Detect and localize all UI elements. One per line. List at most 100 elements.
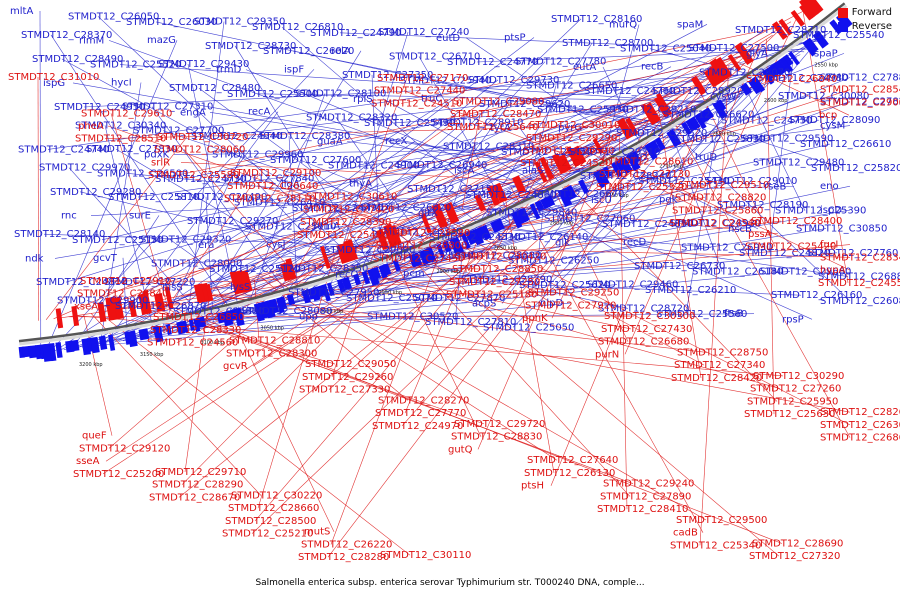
forward-gene-label: STMDT12_C28810 (229, 336, 320, 347)
forward-gene-label: STMDT12_C30010 (529, 120, 620, 131)
reverse-feature (108, 334, 115, 350)
forward-gene-label: STMDT12_C28270 (378, 395, 469, 406)
forward-gene-label: gcvR (223, 361, 248, 372)
forward-gene-label: gutQ (448, 444, 473, 455)
forward-gene-label: STMDT12_C28670 (149, 492, 240, 503)
forward-gene-label: STMDT12_C30720 (157, 132, 248, 143)
forward-gene-label: STMDT12_C28060 (154, 145, 245, 156)
forward-gene-label: STMDT12_C25950 (747, 396, 838, 407)
reverse-gene-label: recD (623, 237, 647, 248)
reverse-gene-label: STMDT12_C25070 (346, 293, 437, 304)
scale-tick-label: 2550 kbp (814, 63, 838, 69)
forward-gene-label: srlR (151, 157, 170, 168)
forward-gene-label: STMDT12_C27320 (749, 551, 840, 562)
reverse-gene-label: iscU (591, 195, 612, 206)
reverse-gene-label: truD (695, 152, 717, 163)
reverse-gene-label: STMDT12_C24790 (310, 28, 401, 39)
reverse-gene-label: eutA (573, 62, 596, 73)
forward-gene-label: STMDT12_C29100 (230, 168, 321, 179)
forward-gene-label: ppnK (522, 313, 548, 324)
reverse-gene-label: STMDT12_C24770 (447, 57, 538, 68)
reverse-gene-label: STMDT12_C25810 (108, 192, 199, 203)
forward-gene-label: STMDT12_C28290 (152, 480, 243, 491)
reverse-gene-label: cysW (710, 91, 737, 102)
forward-gene-label: STMDT12_C28540 (820, 85, 900, 96)
forward-gene-label: hypA (820, 265, 846, 276)
forward-gene-label: STMDT12_C24540 (669, 218, 760, 229)
legend-forward: Forward (838, 6, 892, 20)
forward-gene-label: ptsH (521, 481, 544, 492)
reverse-gene-label: STMDT12_C26180 (692, 267, 783, 278)
forward-gene-label: STMDT12_C30290 (753, 371, 844, 382)
reverse-gene-label: recX (385, 136, 408, 147)
reverse-gene-label: STMDT12_C25150 (72, 235, 163, 246)
forward-gene-label: STMDT12_C28280 (298, 552, 389, 563)
legend: Forward Reverse (838, 6, 892, 34)
reverse-gene-label: STMDT12_C24860 (465, 190, 556, 201)
reverse-gene-label: rpsP (782, 314, 804, 325)
reverse-swatch (838, 22, 848, 32)
forward-gene-label: STMDT12_C28400 (751, 216, 842, 227)
forward-gene-label: xni (156, 299, 171, 310)
forward-gene-label: STMDT12_C27640 (527, 455, 618, 466)
forward-gene-label: STMDT12_C28510 (75, 134, 166, 145)
forward-gene-label: STMDT12_C28850 (452, 264, 543, 275)
forward-gene-label: STMDT12_C24510 (371, 98, 462, 109)
forward-gene-label: STMDT12_C29240 (603, 479, 694, 490)
reverse-gene-label: glk (555, 237, 570, 248)
forward-gene-label: purN (595, 349, 619, 360)
reverse-gene-label: spaM (677, 19, 703, 30)
reverse-gene-label: STMDT12_C26030 (126, 17, 217, 28)
forward-gene-label: STMDT12_C28820 (675, 193, 766, 204)
reverse-gene-label: STMDT12_C26610 (800, 139, 891, 150)
forward-gene-label: STMDT12_C27440 (374, 86, 465, 97)
forward-gene-label: STMDT12_C27130 (599, 169, 690, 180)
reverse-feature (55, 342, 62, 358)
forward-gene-label: STMDT12_C28340 (820, 252, 900, 263)
reverse-gene-label: trmD (216, 65, 242, 76)
reverse-gene-label: ndk (25, 253, 44, 264)
reverse-gene-label: STMDT12_C25520 (90, 60, 181, 71)
reverse-gene-label: rimM (79, 35, 104, 46)
reverse-gene-label: iscA (454, 166, 474, 177)
forward-gene-label: STMDT12_C28750 (677, 347, 768, 358)
forward-gene-label: STMDT12_C27260 (750, 384, 841, 395)
forward-gene-label: STMDT12_C24560 (147, 338, 238, 349)
reverse-gene-label: murQ (609, 20, 637, 31)
forward-gene-label: STMDT12_C30300 (604, 311, 695, 322)
forward-gene-label: STMDT12_C27890 (600, 491, 691, 502)
reverse-gene-label: guaA (317, 136, 343, 147)
reverse-feature (127, 331, 137, 348)
reverse-gene-label: glyA (746, 49, 768, 60)
forward-gene-label: STMDT12_C28840 (77, 289, 168, 300)
forward-gene-label: STMDT12_C25200 (73, 469, 164, 480)
reverse-gene-label: hycI (111, 78, 132, 89)
forward-gene-label: STMDT12_C24970 (372, 421, 463, 432)
forward-gene-label: STMDT12_C28660 (228, 503, 319, 514)
forward-gene-label: STMDT12_C30610 (306, 192, 397, 203)
forward-gene-label: STMDT12_C28580 (379, 228, 470, 239)
reverse-gene-label: STMDT12_C25490 (364, 118, 455, 129)
forward-gene-label: STMDT12_C25460 (297, 230, 388, 241)
forward-gene-label: STMDT12_C27770 (375, 408, 466, 419)
reverse-feature (69, 340, 79, 352)
forward-gene-label: STMDT12_C28410 (597, 504, 688, 515)
forward-gene-label: STMDT12_C31010 (8, 72, 99, 83)
reverse-gene-label: lysS (230, 282, 250, 293)
forward-gene-label: STMDT12_C30220 (231, 490, 322, 501)
forward-gene-label: STMDT12_C25180 (446, 290, 537, 301)
forward-gene-label: STMDT12_C28610 (602, 156, 693, 167)
forward-gene-label: STMDT12_C27170 (377, 73, 468, 84)
forward-gene-label: STMDT12_C28830 (451, 432, 542, 443)
forward-gene-label: STMDT12_C28500 (225, 516, 316, 527)
forward-gene-label: STMDT12_C29120 (79, 443, 170, 454)
forward-gene-label: STMDT12_C25640 (447, 122, 538, 133)
forward-gene-label: STMDT12_C28690 (752, 538, 843, 549)
forward-gene-label: STMDT12_C25420 (745, 242, 836, 253)
reverse-gene-label: ptsP (504, 33, 526, 44)
forward-gene-label: STMDT12_C29510 (678, 180, 769, 191)
reverse-gene-label: cysM (820, 121, 845, 132)
forward-gene-label: STMDT12_C25210 (222, 529, 313, 540)
